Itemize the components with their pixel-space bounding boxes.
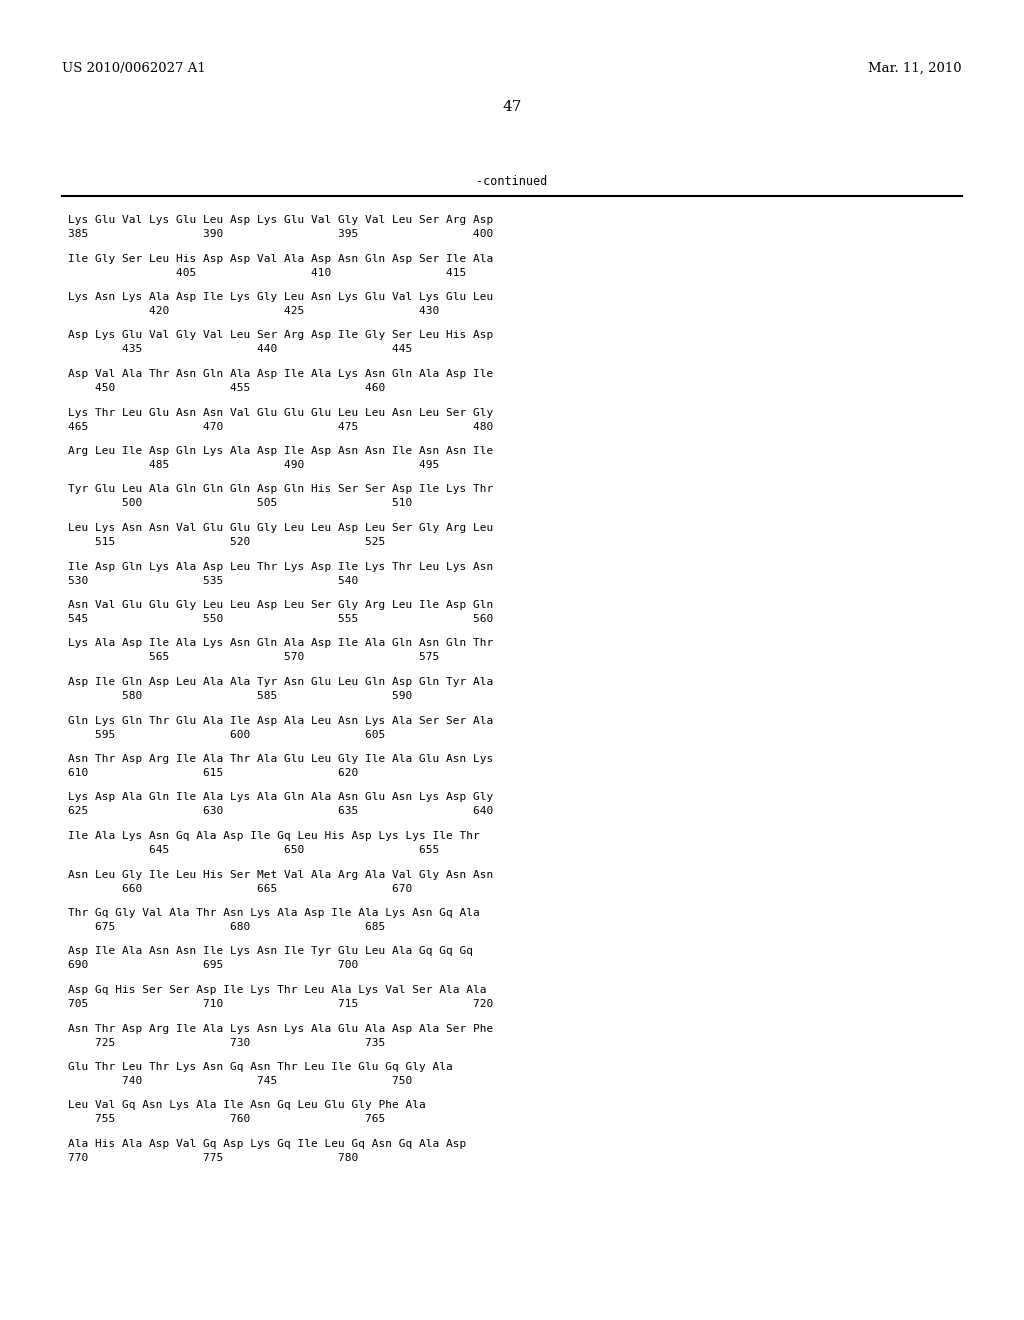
Text: US 2010/0062027 A1: US 2010/0062027 A1 [62,62,206,75]
Text: Lys Ala Asp Ile Ala Lys Asn Gln Ala Asp Ile Ala Gln Asn Gln Thr: Lys Ala Asp Ile Ala Lys Asn Gln Ala Asp … [68,639,494,648]
Text: Ile Gly Ser Leu His Asp Asp Val Ala Asp Asn Gln Asp Ser Ile Ala: Ile Gly Ser Leu His Asp Asp Val Ala Asp … [68,253,494,264]
Text: Asn Val Glu Glu Gly Leu Leu Asp Leu Ser Gly Arg Leu Ile Asp Gln: Asn Val Glu Glu Gly Leu Leu Asp Leu Ser … [68,601,494,610]
Text: 465                 470                 475                 480: 465 470 475 480 [68,421,494,432]
Text: 755                 760                 765: 755 760 765 [68,1114,385,1125]
Text: 435                 440                 445: 435 440 445 [68,345,413,355]
Text: 545                 550                 555                 560: 545 550 555 560 [68,614,494,624]
Text: 530                 535                 540: 530 535 540 [68,576,358,586]
Text: Asn Thr Asp Arg Ile Ala Thr Ala Glu Leu Gly Ile Ala Glu Asn Lys: Asn Thr Asp Arg Ile Ala Thr Ala Glu Leu … [68,754,494,764]
Text: 610                 615                 620: 610 615 620 [68,768,358,777]
Text: Asp Gq His Ser Ser Asp Ile Lys Thr Leu Ala Lys Val Ser Ala Ala: Asp Gq His Ser Ser Asp Ile Lys Thr Leu A… [68,985,486,995]
Text: 420                 425                 430: 420 425 430 [68,306,439,315]
Text: Arg Leu Ile Asp Gln Lys Ala Asp Ile Asp Asn Asn Ile Asn Asn Ile: Arg Leu Ile Asp Gln Lys Ala Asp Ile Asp … [68,446,494,455]
Text: -continued: -continued [476,176,548,187]
Text: 580                 585                 590: 580 585 590 [68,690,413,701]
Text: 675                 680                 685: 675 680 685 [68,921,385,932]
Text: Tyr Glu Leu Ala Gln Gln Gln Asp Gln His Ser Ser Asp Ile Lys Thr: Tyr Glu Leu Ala Gln Gln Gln Asp Gln His … [68,484,494,495]
Text: Leu Lys Asn Asn Val Glu Glu Gly Leu Leu Asp Leu Ser Gly Arg Leu: Leu Lys Asn Asn Val Glu Glu Gly Leu Leu … [68,523,494,533]
Text: Asp Ile Gln Asp Leu Ala Ala Tyr Asn Glu Leu Gln Asp Gln Tyr Ala: Asp Ile Gln Asp Leu Ala Ala Tyr Asn Glu … [68,677,494,686]
Text: Lys Thr Leu Glu Asn Asn Val Glu Glu Glu Leu Leu Asn Leu Ser Gly: Lys Thr Leu Glu Asn Asn Val Glu Glu Glu … [68,408,494,417]
Text: 595                 600                 605: 595 600 605 [68,730,385,739]
Text: 660                 665                 670: 660 665 670 [68,883,413,894]
Text: 385                 390                 395                 400: 385 390 395 400 [68,228,494,239]
Text: Asn Thr Asp Arg Ile Ala Lys Asn Lys Ala Glu Ala Asp Ala Ser Phe: Asn Thr Asp Arg Ile Ala Lys Asn Lys Ala … [68,1023,494,1034]
Text: 450                 455                 460: 450 455 460 [68,383,385,393]
Text: 485                 490                 495: 485 490 495 [68,459,439,470]
Text: 500                 505                 510: 500 505 510 [68,499,413,508]
Text: 725                 730                 735: 725 730 735 [68,1038,385,1048]
Text: Lys Glu Val Lys Glu Leu Asp Lys Glu Val Gly Val Leu Ser Arg Asp: Lys Glu Val Lys Glu Leu Asp Lys Glu Val … [68,215,494,224]
Text: 645                 650                 655: 645 650 655 [68,845,439,855]
Text: Thr Gq Gly Val Ala Thr Asn Lys Ala Asp Ile Ala Lys Asn Gq Ala: Thr Gq Gly Val Ala Thr Asn Lys Ala Asp I… [68,908,480,917]
Text: Asn Leu Gly Ile Leu His Ser Met Val Ala Arg Ala Val Gly Asn Asn: Asn Leu Gly Ile Leu His Ser Met Val Ala … [68,870,494,879]
Text: 690                 695                 700: 690 695 700 [68,961,358,970]
Text: Ala His Ala Asp Val Gq Asp Lys Gq Ile Leu Gq Asn Gq Ala Asp: Ala His Ala Asp Val Gq Asp Lys Gq Ile Le… [68,1139,466,1148]
Text: 405                 410                 415: 405 410 415 [68,268,466,277]
Text: Gln Lys Gln Thr Glu Ala Ile Asp Ala Leu Asn Lys Ala Ser Ser Ala: Gln Lys Gln Thr Glu Ala Ile Asp Ala Leu … [68,715,494,726]
Text: Mar. 11, 2010: Mar. 11, 2010 [868,62,962,75]
Text: Asp Lys Glu Val Gly Val Leu Ser Arg Asp Ile Gly Ser Leu His Asp: Asp Lys Glu Val Gly Val Leu Ser Arg Asp … [68,330,494,341]
Text: Asp Ile Ala Asn Asn Ile Lys Asn Ile Tyr Glu Leu Ala Gq Gq Gq: Asp Ile Ala Asn Asn Ile Lys Asn Ile Tyr … [68,946,473,957]
Text: Asp Val Ala Thr Asn Gln Ala Asp Ile Ala Lys Asn Gln Ala Asp Ile: Asp Val Ala Thr Asn Gln Ala Asp Ile Ala … [68,370,494,379]
Text: Ile Asp Gln Lys Ala Asp Leu Thr Lys Asp Ile Lys Thr Leu Lys Asn: Ile Asp Gln Lys Ala Asp Leu Thr Lys Asp … [68,561,494,572]
Text: Leu Val Gq Asn Lys Ala Ile Asn Gq Leu Glu Gly Phe Ala: Leu Val Gq Asn Lys Ala Ile Asn Gq Leu Gl… [68,1101,426,1110]
Text: 770                 775                 780: 770 775 780 [68,1152,358,1163]
Text: 625                 630                 635                 640: 625 630 635 640 [68,807,494,817]
Text: 515                 520                 525: 515 520 525 [68,537,385,546]
Text: 565                 570                 575: 565 570 575 [68,652,439,663]
Text: Lys Asp Ala Gln Ile Ala Lys Ala Gln Ala Asn Glu Asn Lys Asp Gly: Lys Asp Ala Gln Ile Ala Lys Ala Gln Ala … [68,792,494,803]
Text: 705                 710                 715                 720: 705 710 715 720 [68,999,494,1008]
Text: Lys Asn Lys Ala Asp Ile Lys Gly Leu Asn Lys Glu Val Lys Glu Leu: Lys Asn Lys Ala Asp Ile Lys Gly Leu Asn … [68,292,494,302]
Text: 47: 47 [503,100,521,114]
Text: Glu Thr Leu Thr Lys Asn Gq Asn Thr Leu Ile Glu Gq Gly Ala: Glu Thr Leu Thr Lys Asn Gq Asn Thr Leu I… [68,1063,453,1072]
Text: Ile Ala Lys Asn Gq Ala Asp Ile Gq Leu His Asp Lys Lys Ile Thr: Ile Ala Lys Asn Gq Ala Asp Ile Gq Leu Hi… [68,832,480,841]
Text: 740                 745                 750: 740 745 750 [68,1076,413,1086]
